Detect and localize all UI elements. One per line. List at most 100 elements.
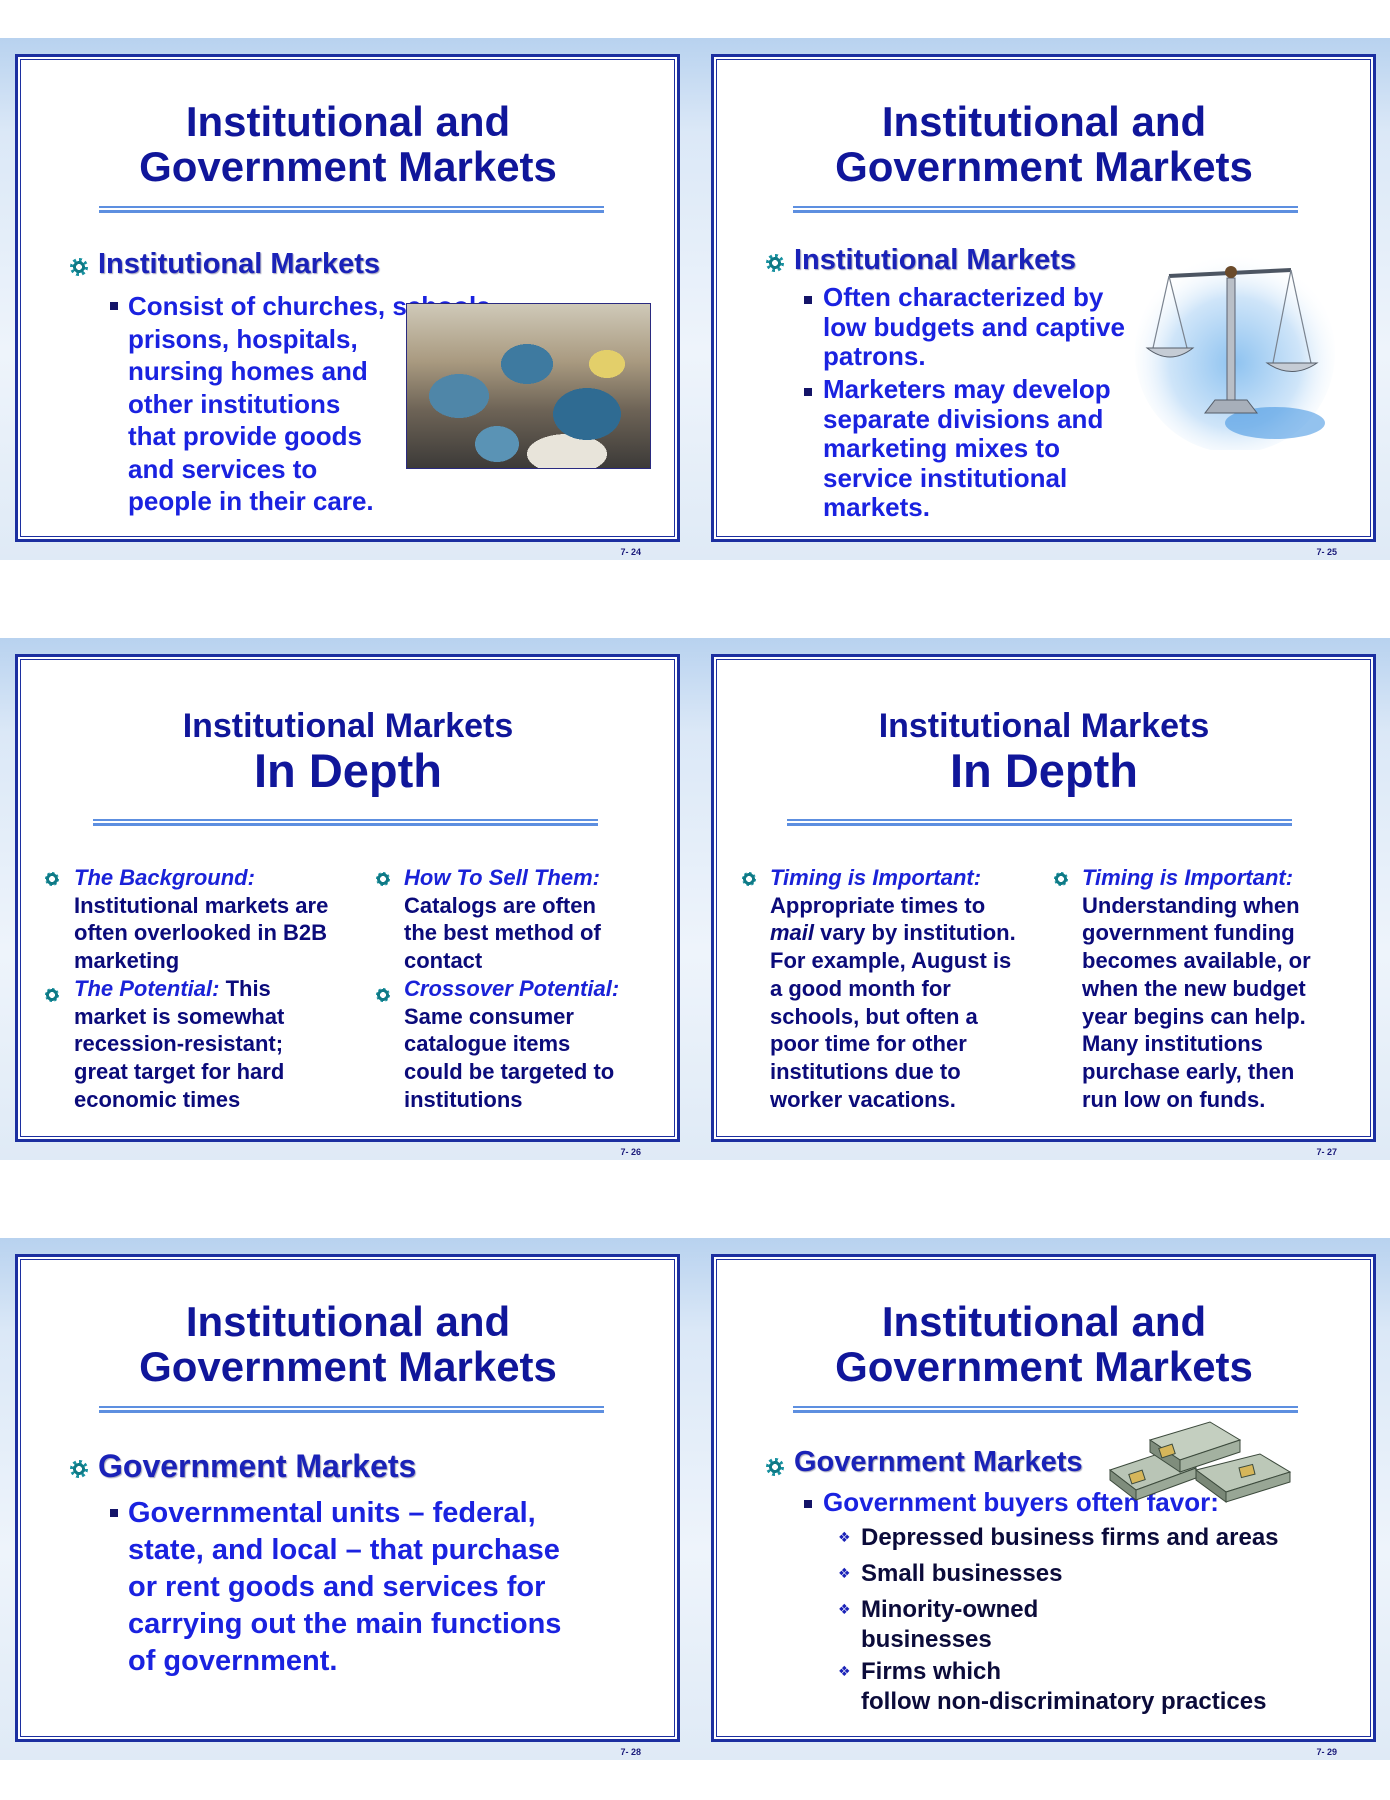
nurses-photo [406,303,651,469]
bullet-line: poor time for other [770,1031,967,1057]
gear-bullet-icon [766,1458,784,1476]
slide-24: Institutional and Government Markets Ins… [0,38,696,560]
bullet-line: could be targeted to [404,1059,615,1085]
bullet-line: recession-resistant; [74,1031,284,1057]
square-bullet-icon [804,388,812,396]
bullet-line: contact [404,948,483,974]
bullet-line: marketing mixes to [823,433,1060,463]
bullet-line: Institutional markets are [74,892,329,918]
slide-title: Institutional and Government Markets [696,1299,1390,1390]
title-divider [99,206,604,213]
bullet-lead: How To Sell Them: [404,865,600,890]
gear-bullet-icon [45,988,59,1002]
bullet-line: that provide goods [128,421,362,451]
slide-title: Institutional and Government Markets [0,1298,696,1389]
title-line: Government Markets [835,142,1253,190]
bullet-line: prisons, hospitals, [128,323,358,354]
left-column: The Background: Institutional markets ar… [74,864,328,1113]
bullet-line: worker vacations. [770,1086,956,1112]
right-column: How To Sell Them: Catalogs are often the… [404,864,619,1113]
bullet-line: year begins can help. [1082,1003,1306,1029]
gear-bullet-icon [766,254,784,272]
bullet-heading: Institutional Markets [98,248,380,280]
bullet-lead: Timing is Important: [770,865,982,890]
gear-bullet-icon [70,258,88,276]
title-line: In Depth [254,744,442,798]
left-column: Timing is Important: Appropriate times t… [770,864,1016,1113]
bullet-line: service institutional [823,462,1068,493]
title-divider [793,206,1298,213]
title-divider [99,1406,604,1413]
bullet-line: purchase early, then [1082,1059,1295,1085]
bullet-text: Governmental units – federal, state, and… [128,1495,561,1680]
bullet-text: Often characterized by low budgets and c… [823,282,1125,372]
bullet-line: government funding [1082,920,1295,946]
slide-frame [711,654,1376,1142]
sub-bullet-line: Firms which [861,1658,1002,1685]
bullet-line: great target for hard [74,1059,285,1085]
sub-bullet-line: Small businesses [861,1560,1063,1587]
slide-title: Institutional and Government Markets [696,98,1390,190]
slide-26: Institutional Markets In Depth The Backg… [0,638,696,1160]
bullet-line: other institutions [128,388,341,419]
slide-28: Institutional and Government Markets Gov… [0,1238,696,1760]
bullet-line: economic times [74,1086,241,1112]
title-line: Institutional Markets [182,707,514,745]
slide-title: Institutional and Government Markets [0,98,696,189]
title-divider [787,819,1292,826]
bullet-line: when the new budget [1082,975,1306,1001]
slide-27: Institutional Markets In Depth Timing is… [696,638,1390,1160]
title-line: Institutional and [881,98,1207,145]
bullet-line: institutions due to [770,1059,961,1085]
gear-bullet-icon [45,872,59,886]
gear-bullet-icon [1054,872,1068,886]
slide-number: 7- 26 [620,1147,641,1157]
bullet-line: state, and local – that purchase [128,1534,560,1566]
bullet-line: schools, but often a [770,1003,978,1029]
bullet-heading: Government Markets [794,1446,1083,1478]
title-divider [793,1406,1298,1413]
bullet-lead: Timing is Important: [1082,865,1294,890]
sub-bullet-line: follow non-discriminatory practices [861,1688,1267,1715]
slide-number: 7- 25 [1316,547,1337,557]
bullet-text: Marketers may develop separate divisions… [823,374,1111,523]
slide-29: Institutional and Government Markets Gov… [696,1238,1390,1760]
bullet-line: or rent goods and services for [128,1571,546,1603]
balance-scale-image [1135,253,1335,450]
sub-bullet-text: Minority-owned businesses [861,1595,1038,1655]
bullet-line: run low on funds. [1082,1086,1266,1112]
gear-bullet-icon [70,1460,88,1478]
bullet-line: market is somewhat [74,1003,285,1029]
bullet-line: patrons. [823,341,926,371]
bullet-line: carrying out the main functions [128,1608,562,1640]
slide-frame [711,54,1376,542]
slide-number: 7- 27 [1316,1147,1337,1157]
gear-bullet-icon [376,988,390,1002]
slide-title: Institutional Markets In Depth [0,708,696,796]
bullet-line: Understanding when [1082,892,1300,918]
bullet-line: a good month for [770,975,951,1001]
sub-bullet-text: Small businesses [861,1559,1062,1589]
sub-bullet-line: businesses [861,1626,992,1653]
title-line: Government Markets [835,1342,1253,1390]
diamond-bullet-icon: ❖ [838,1663,851,1679]
bullet-text: Consist of churches, schools, prisons, h… [128,290,498,518]
title-line: Institutional and [185,98,511,145]
slide-number: 7- 28 [620,1747,641,1757]
bullet-line: separate divisions and [823,403,1104,434]
bullet-line: Appropriate times to [770,892,986,918]
sub-bullet-line: Minority-owned [861,1596,1039,1623]
diamond-bullet-icon: ❖ [838,1565,851,1581]
bullet-line: nursing homes and [128,356,368,386]
square-bullet-icon [804,296,812,304]
title-line: Institutional and [185,1298,511,1345]
bullet-line: Marketers may develop [823,374,1111,404]
slide-frame [15,654,680,1142]
title-line: Institutional Markets [878,707,1210,745]
gear-bullet-icon [376,872,390,886]
bullet-line: Governmental units – federal, [128,1497,536,1529]
money-stacks-image [1108,1421,1292,1503]
bullet-line: becomes available, or [1082,948,1311,974]
bullet-line: For example, August is [770,948,1012,974]
bullet-heading: Institutional Markets [794,244,1076,276]
